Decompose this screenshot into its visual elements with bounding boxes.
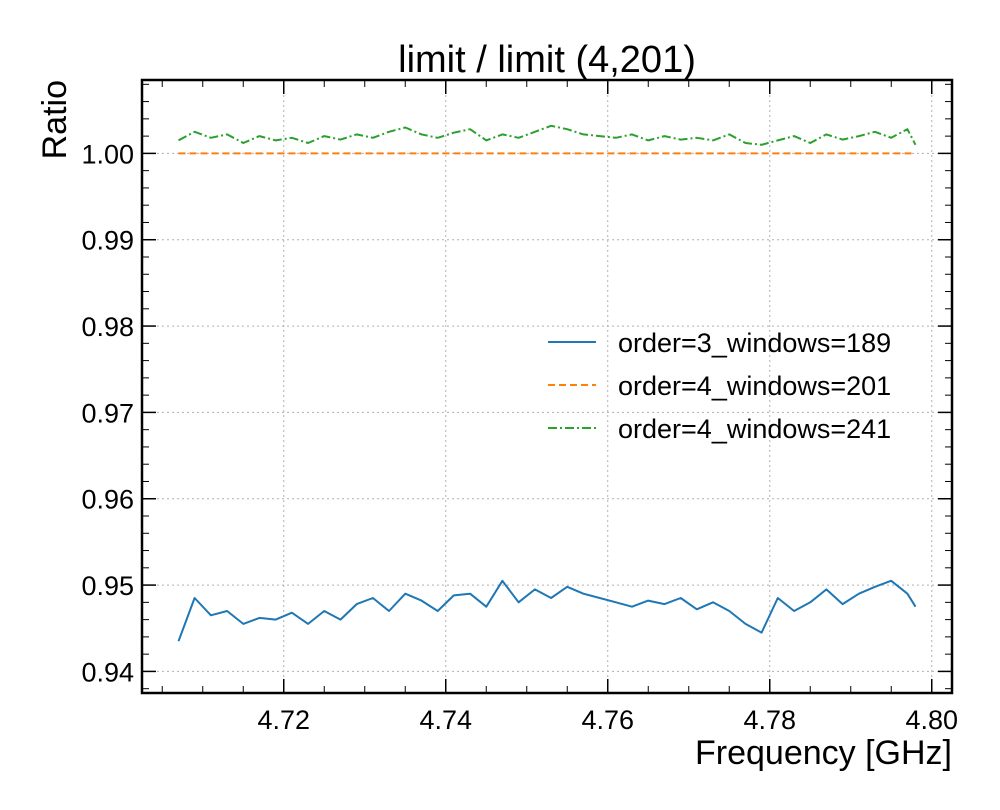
y-tick-label: 0.96 — [81, 485, 134, 515]
chart-title: limit / limit (4,201) — [398, 39, 696, 81]
legend: order=3_windows=189 order=4_windows=201or… — [548, 328, 891, 444]
y-tick-label: 0.98 — [81, 312, 134, 342]
ticks: 4.72 4.74 4.76 4.78 4.80 0.94 0.95 0.96 0.97 0.98… — [81, 80, 958, 735]
x-tick-label: 4.74 — [419, 705, 472, 735]
y-tick-label: 0.99 — [81, 226, 134, 256]
legend-label-1: order=3_windows=189 — [618, 328, 891, 358]
x-tick-label: 4.78 — [743, 705, 796, 735]
x-tick-label: 4.80 — [905, 705, 958, 735]
legend-label-2: order=4_windows=201 — [618, 371, 891, 401]
x-axis-label: Frequency [GHz] — [695, 734, 952, 772]
y-tick-label: 0.97 — [81, 398, 134, 428]
series-line-1 — [177, 579, 917, 642]
y-tick-label: 0.95 — [81, 571, 134, 601]
series-line-3 — [178, 124, 917, 146]
y-tick-label: 0.94 — [81, 657, 134, 687]
plot-frame — [140, 78, 954, 695]
series-layer — [177, 124, 917, 642]
y-tick-label: 1.00 — [81, 139, 134, 169]
x-tick-label: 4.72 — [257, 705, 310, 735]
y-axis-label: Ratio — [36, 80, 74, 159]
x-tick-label: 4.76 — [581, 705, 634, 735]
legend-label-3: order=4_windows=241 — [618, 414, 891, 444]
